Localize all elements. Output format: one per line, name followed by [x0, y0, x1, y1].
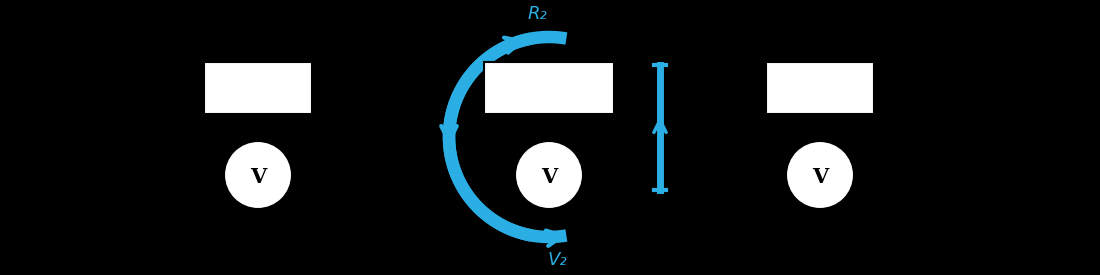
Ellipse shape	[515, 141, 583, 209]
Text: V₂: V₂	[547, 251, 567, 269]
Bar	[766, 62, 874, 114]
Text: V: V	[250, 167, 266, 187]
Ellipse shape	[224, 141, 292, 209]
Ellipse shape	[786, 141, 854, 209]
Text: V: V	[812, 167, 828, 187]
Bar	[484, 62, 614, 114]
Text: R₂: R₂	[527, 5, 547, 23]
Bar	[204, 62, 312, 114]
Text: V: V	[541, 167, 557, 187]
